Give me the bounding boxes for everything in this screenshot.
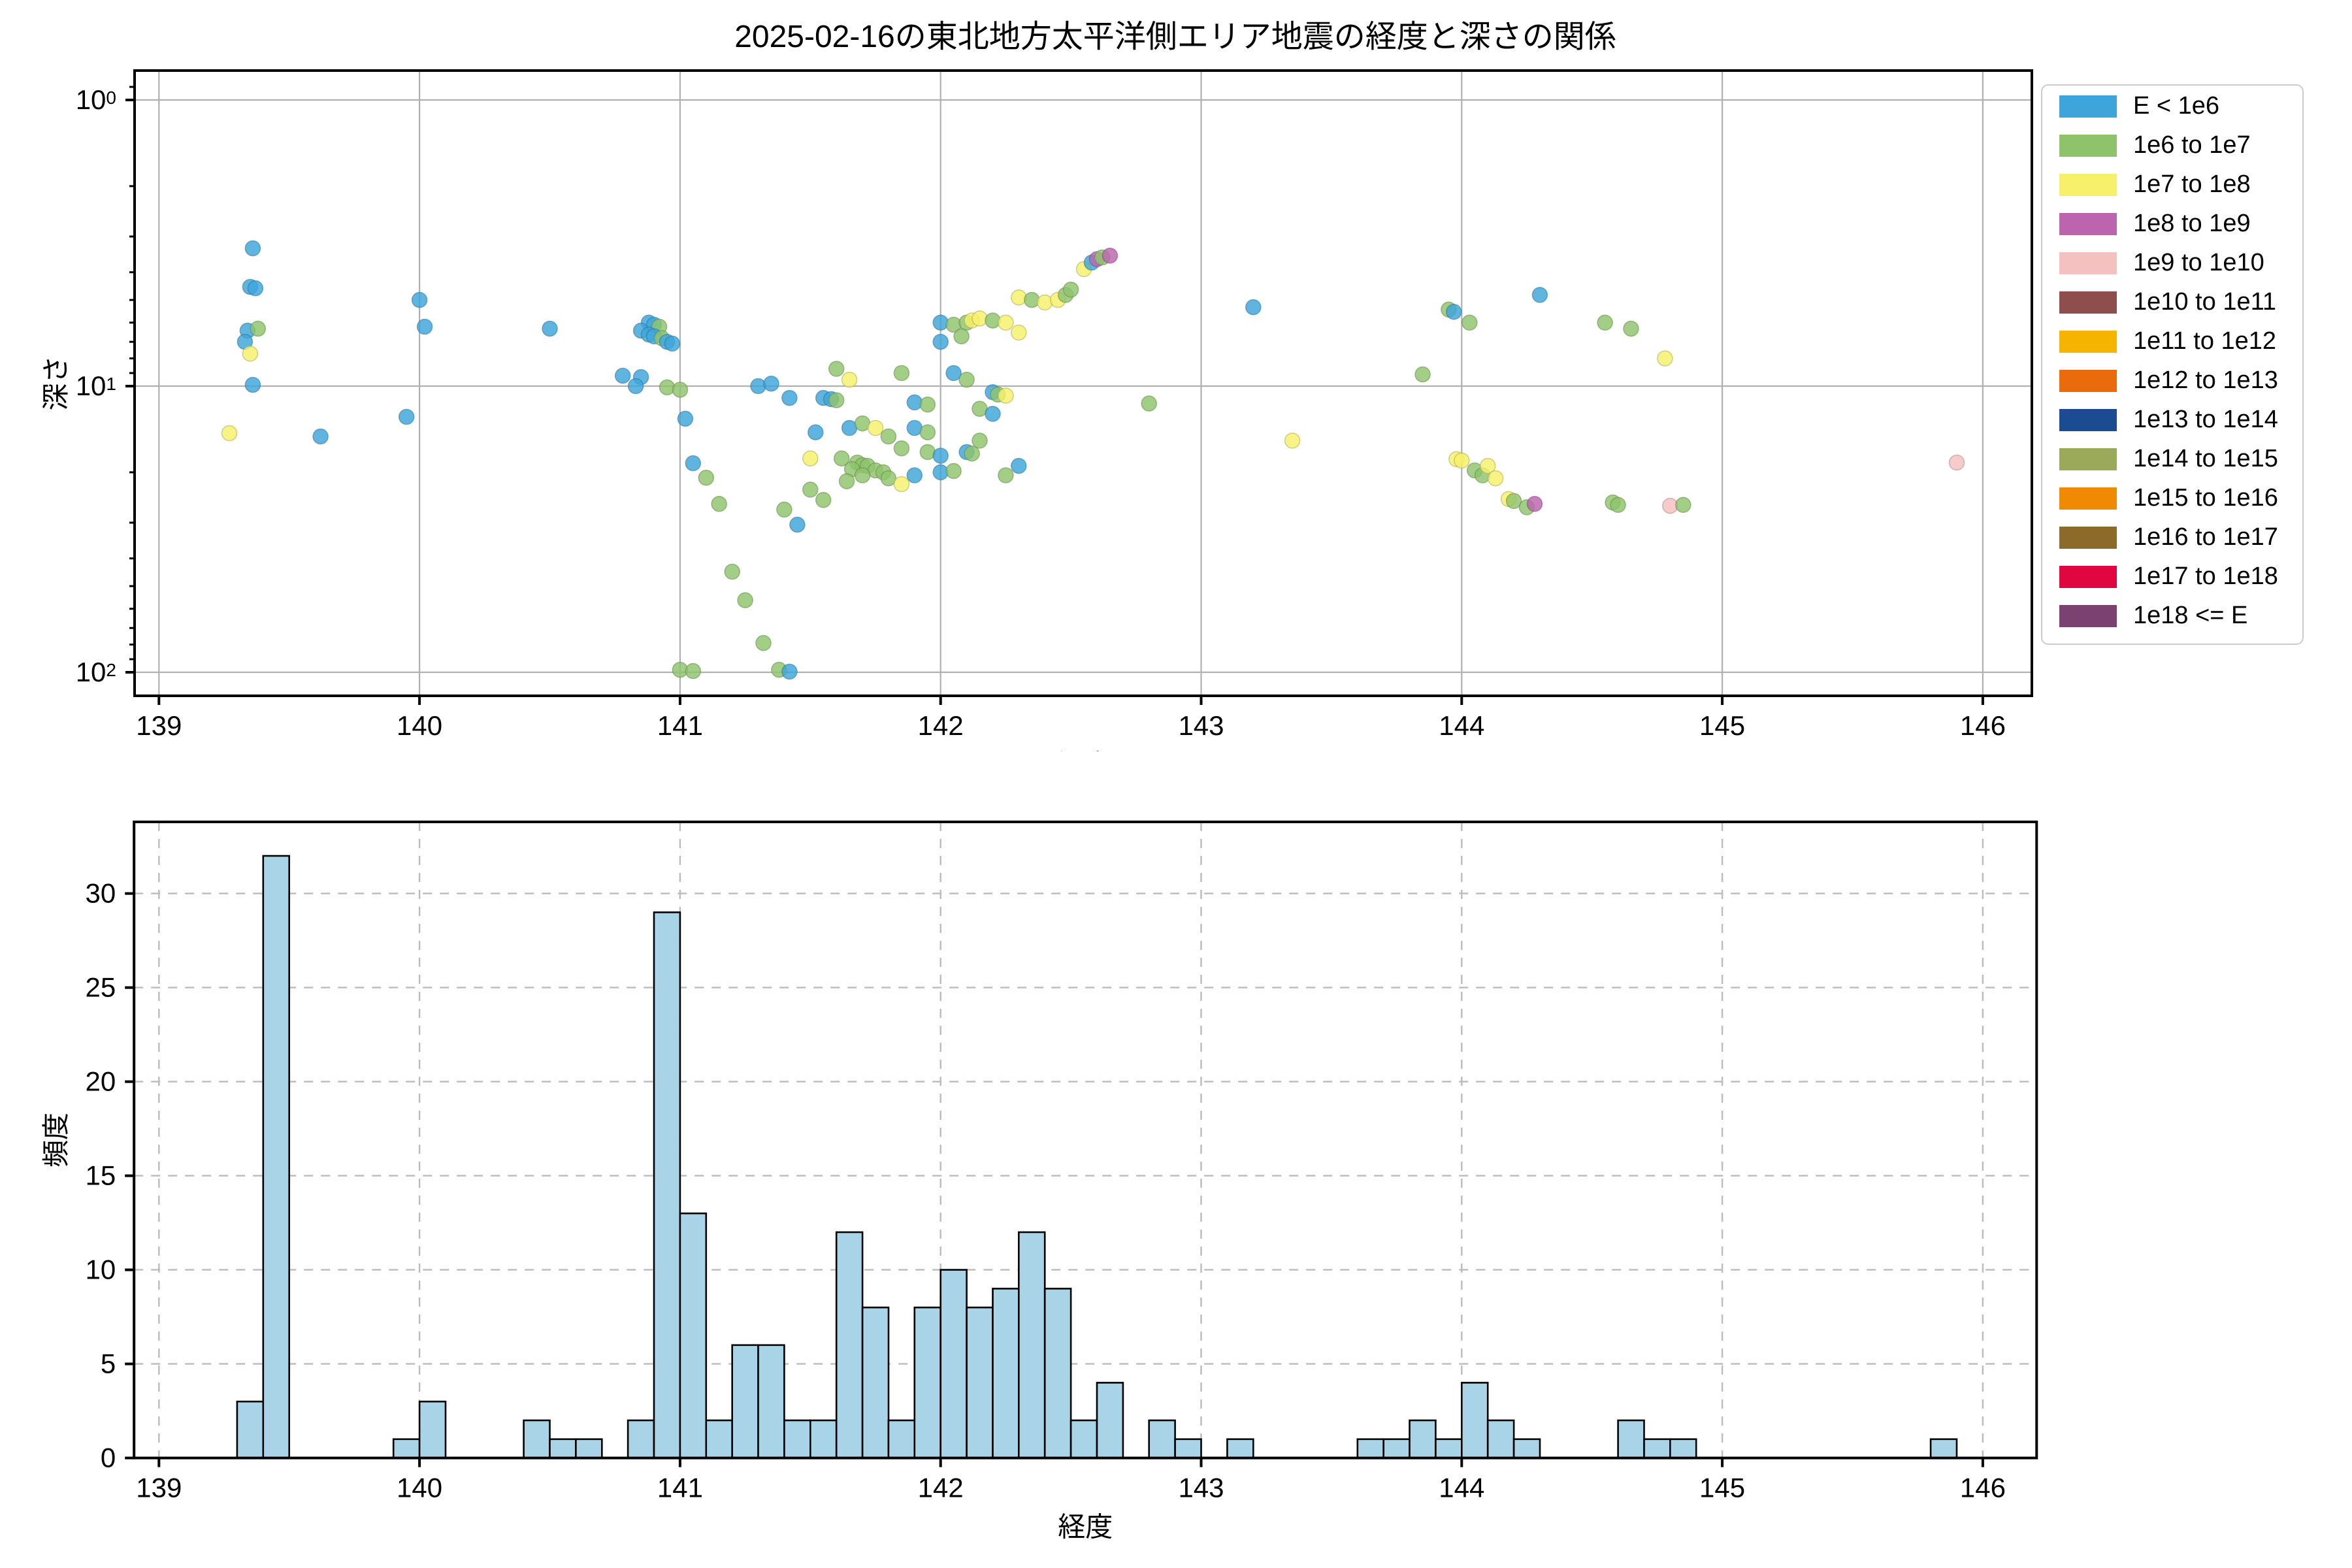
svg-text:深さ: 深さ	[41, 355, 71, 410]
svg-text:0: 0	[101, 1443, 116, 1473]
svg-text:20: 20	[85, 1066, 116, 1097]
svg-text:経度: 経度	[1058, 1512, 1113, 1543]
svg-text:145: 145	[1699, 1473, 1745, 1503]
svg-text:141: 141	[657, 710, 703, 741]
svg-text:1e16 to 1e17: 1e16 to 1e17	[2133, 523, 2278, 551]
svg-text:144: 144	[1439, 1473, 1484, 1503]
svg-text:30: 30	[85, 878, 116, 909]
svg-text:142: 142	[918, 710, 964, 741]
svg-text:1e9 to 1e10: 1e9 to 1e10	[2133, 249, 2264, 276]
svg-text:145: 145	[1699, 710, 1745, 741]
svg-text:2025-02-16の東北地方太平洋側エリア地震の経度と深さ: 2025-02-16の東北地方太平洋側エリア地震の経度と深さの関係	[734, 20, 1616, 54]
svg-text:頻度: 頻度	[41, 1113, 71, 1168]
svg-text:10: 10	[85, 1254, 116, 1285]
svg-text:1e7 to 1e8: 1e7 to 1e8	[2133, 171, 2251, 198]
svg-text:144: 144	[1439, 710, 1484, 741]
svg-text:146: 146	[1960, 710, 2006, 741]
svg-text:1e10 to 1e11: 1e10 to 1e11	[2133, 288, 2276, 316]
svg-text:1e8 to 1e9: 1e8 to 1e9	[2133, 210, 2251, 237]
svg-text:140: 140	[397, 710, 442, 741]
svg-text:1e18 <= E: 1e18 <= E	[2133, 602, 2247, 629]
svg-text:146: 146	[1960, 1473, 2006, 1503]
svg-text:1e17 to 1e18: 1e17 to 1e18	[2133, 563, 2278, 590]
svg-text:1e6 to 1e7: 1e6 to 1e7	[2133, 131, 2251, 159]
svg-text:139: 139	[136, 710, 182, 741]
svg-text:143: 143	[1178, 710, 1224, 741]
svg-text:1e13 to 1e14: 1e13 to 1e14	[2133, 406, 2278, 433]
svg-text:E < 1e6: E < 1e6	[2133, 92, 2219, 120]
svg-text:139: 139	[136, 1473, 182, 1503]
svg-text:1e14 to 1e15: 1e14 to 1e15	[2133, 445, 2278, 472]
svg-text:140: 140	[397, 1473, 442, 1503]
svg-text:25: 25	[85, 972, 116, 1003]
svg-text:1e11 to 1e12: 1e11 to 1e12	[2133, 327, 2276, 355]
svg-text:142: 142	[918, 1473, 964, 1503]
svg-text:1e15 to 1e16: 1e15 to 1e16	[2133, 484, 2278, 512]
svg-text:1e12 to 1e13: 1e12 to 1e13	[2133, 367, 2278, 394]
svg-text:15: 15	[85, 1160, 116, 1191]
svg-text:5: 5	[101, 1348, 116, 1379]
svg-text:141: 141	[657, 1473, 703, 1503]
svg-text:143: 143	[1178, 1473, 1224, 1503]
